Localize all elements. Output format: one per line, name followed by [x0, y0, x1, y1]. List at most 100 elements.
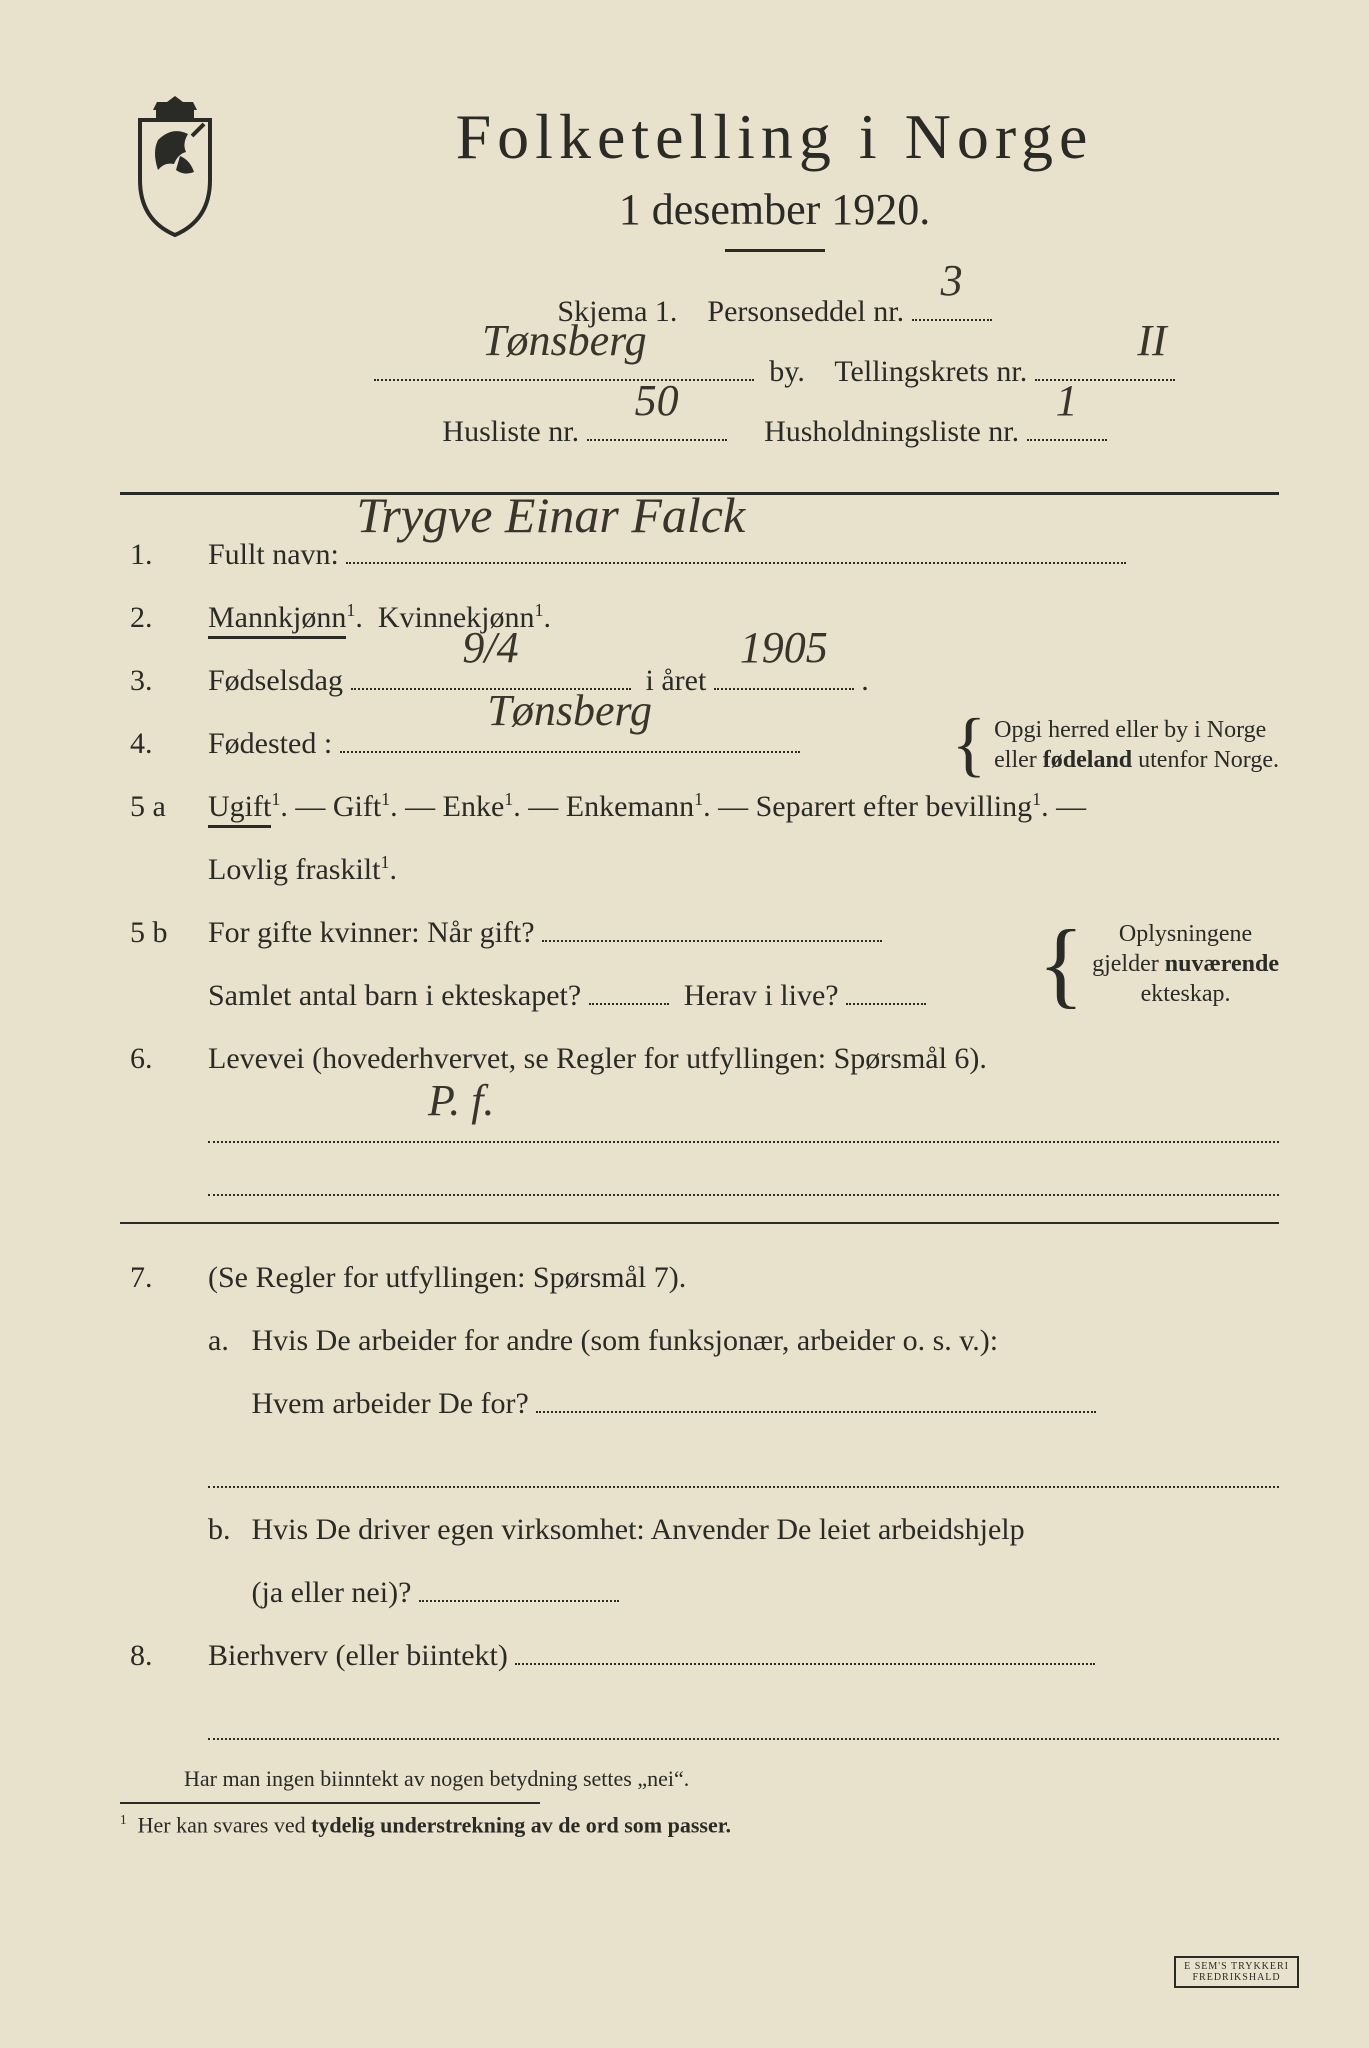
q5a-gift: Gift	[333, 790, 381, 823]
q8-num: 8.	[130, 1624, 184, 1740]
q7-num: 7.	[130, 1246, 184, 1624]
q5b-field1	[542, 907, 882, 942]
q8-label: Bierhverv (eller biintekt)	[208, 1639, 508, 1672]
tellingskrets-label: Tellingskrets nr.	[834, 355, 1027, 388]
brace-icon: {	[952, 716, 987, 774]
census-form-page: Folketelling i Norge 1 desember 1920. Sk…	[0, 0, 1369, 2048]
q2-num: 2.	[130, 586, 184, 649]
subtitle: 1 desember 1920.	[270, 184, 1279, 235]
husliste-field: 50	[587, 406, 727, 441]
q5a-sup1: 1	[271, 789, 280, 809]
q4-label: Fødested :	[208, 727, 332, 760]
meta-line-2: Tønsberg by. Tellingskrets nr. II	[270, 342, 1279, 402]
q8-field-1	[515, 1630, 1095, 1665]
footnote-line: 1 Her kan svares ved tydelig understrekn…	[120, 1812, 1279, 1838]
header: Folketelling i Norge 1 desember 1920. Sk…	[120, 80, 1279, 462]
husholdningsliste-label: Husholdningsliste nr.	[764, 415, 1019, 448]
footnote-rule	[120, 1802, 540, 1804]
q5b-field2	[589, 970, 669, 1005]
q5a-num: 5 a	[130, 775, 184, 901]
q7b-line2: (ja eller nei)?	[252, 1576, 412, 1609]
husliste-nr: 50	[587, 357, 727, 445]
q7-body: (Se Regler for utfyllingen: Spørsmål 7).…	[208, 1246, 1279, 1624]
question-5a: 5 a Ugift1. — Gift1. — Enke1. — Enkemann…	[130, 775, 1279, 901]
q5a-sup6: 1	[380, 852, 389, 872]
q7b-line1: Hvis De driver egen virksomhet: Anvender…	[252, 1513, 1025, 1546]
question-4: 4. Fødested : Tønsberg { Opgi herred ell…	[130, 712, 1279, 775]
footnote-text: Her kan svares ved tydelig understreknin…	[138, 1812, 731, 1837]
q7b-field	[419, 1567, 619, 1602]
footer-note: Har man ingen biinntekt av nogen betydni…	[184, 1766, 1279, 1792]
footer-block: Har man ingen biinntekt av nogen betydni…	[120, 1766, 1279, 1838]
q5b-num: 5 b	[130, 901, 184, 1027]
question-5b: 5 b For gifte kvinner: Når gift? Samlet …	[130, 901, 1279, 1027]
q1-value: Trygve Einar Falck	[346, 463, 1126, 568]
brace-icon-2: {	[1038, 926, 1084, 1003]
q3-label: Fødselsdag	[208, 664, 343, 697]
question-6: 6. Levevei (hovederhvervet, se Regler fo…	[130, 1027, 1279, 1196]
title-underline	[725, 249, 825, 252]
husholdningsliste-nr: 1	[1027, 357, 1107, 445]
q7a-field	[536, 1378, 1096, 1413]
q6-body: Levevei (hovederhvervet, se Regler for u…	[208, 1027, 1279, 1196]
q5b-note-l1: Oplysningene	[1119, 921, 1252, 947]
title-block: Folketelling i Norge 1 desember 1920. Sk…	[270, 80, 1279, 462]
meta-line-3: Husliste nr. 50 Husholdningsliste nr. 1	[270, 402, 1279, 462]
q2-mann: Mannkjønn	[208, 601, 346, 639]
q5b-field3	[846, 970, 926, 1005]
q5a-separert: Separert efter bevilling	[756, 790, 1033, 823]
q4-note-l2: eller fødeland utenfor Norge.	[994, 747, 1279, 773]
q4-note: { Opgi herred eller by i Norge eller fød…	[952, 715, 1279, 775]
q5b-note: { Oplysningene gjelder nuværende ekteska…	[1038, 919, 1279, 1009]
q4-body: Fødested : Tønsberg { Opgi herred eller …	[208, 712, 1279, 775]
question-1: 1. Fullt navn: Trygve Einar Falck	[130, 523, 1279, 586]
q5a-fraskilt: Lovlig fraskilt	[208, 853, 380, 886]
q7-intro: (Se Regler for utfyllingen: Spørsmål 7).	[208, 1261, 686, 1294]
q6-num: 6.	[130, 1027, 184, 1196]
q5a-sup3: 1	[504, 789, 513, 809]
rule-mid	[120, 1222, 1279, 1224]
q5b-left: For gifte kvinner: Når gift? Samlet anta…	[208, 901, 998, 1027]
printer-mark: E SEM'S TRYKKERI FREDRIKSHALD	[1174, 1956, 1299, 1988]
q8-field-2	[208, 1702, 1279, 1740]
q1-num: 1.	[130, 523, 184, 586]
q5a-enkemann: Enkemann	[566, 790, 694, 823]
q5b-line1: For gifte kvinner: Når gift?	[208, 916, 535, 949]
q5b-note-l2: gjelder nuværende	[1092, 951, 1279, 977]
q4-num: 4.	[130, 712, 184, 775]
by-label: by.	[769, 355, 805, 388]
husliste-label: Husliste nr.	[442, 415, 579, 448]
q7a-label: a.	[208, 1309, 244, 1372]
q7a-field-2	[208, 1450, 1279, 1488]
q6-field-1: P. f.	[208, 1105, 1279, 1143]
q1-field: Trygve Einar Falck	[346, 529, 1126, 564]
q5a-body: Ugift1. — Gift1. — Enke1. — Enkemann1. —…	[208, 775, 1279, 901]
q6-value: P. f.	[428, 1055, 1279, 1147]
meta-block: Skjema 1. Personseddel nr. 3 Tønsberg by…	[270, 282, 1279, 462]
q7a-line1: Hvis De arbeider for andre (som funksjon…	[252, 1324, 999, 1357]
q5b-line2b: Herav i live?	[684, 979, 839, 1012]
coat-of-arms-icon	[120, 90, 230, 240]
q5b-line2a: Samlet antal barn i ekteskapet?	[208, 979, 581, 1012]
question-7: 7. (Se Regler for utfyllingen: Spørsmål …	[130, 1246, 1279, 1624]
personseddel-nr: 3	[912, 237, 992, 325]
q4-note-l1: Opgi herred eller by i Norge	[994, 717, 1266, 743]
q1-body: Fullt navn: Trygve Einar Falck	[208, 523, 1279, 586]
q1-label: Fullt navn:	[208, 538, 339, 571]
q8-body: Bierhverv (eller biintekt)	[208, 1624, 1279, 1740]
q4-value: Tønsberg	[340, 665, 800, 757]
q7b-label: b.	[208, 1498, 244, 1561]
q5b-note-l3: ekteskap.	[1141, 981, 1231, 1007]
q7a-line2: Hvem arbeider De for?	[252, 1387, 529, 1420]
main-title: Folketelling i Norge	[270, 100, 1279, 174]
q5a-enke: Enke	[443, 790, 505, 823]
question-8: 8. Bierhverv (eller biintekt)	[130, 1624, 1279, 1740]
q5a-sup2: 1	[381, 789, 390, 809]
q5a-ugift: Ugift	[208, 790, 271, 828]
q5a-sup4: 1	[694, 789, 703, 809]
personseddel-nr-field: 3	[912, 286, 992, 321]
q5b-body: For gifte kvinner: Når gift? Samlet anta…	[208, 901, 1279, 1027]
footnote-marker: 1	[120, 1812, 127, 1827]
printer-l2: FREDRIKSHALD	[1193, 1972, 1281, 1983]
question-2: 2. Mannkjønn1. Kvinnekjønn1.	[130, 586, 1279, 649]
